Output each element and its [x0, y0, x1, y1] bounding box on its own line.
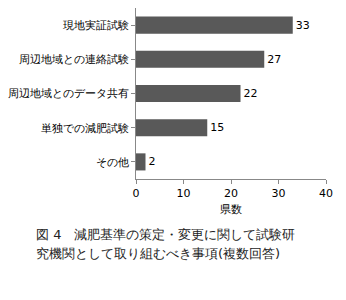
svg-text:2: 2 — [149, 155, 156, 168]
svg-text:周辺地域とのデータ共有: 周辺地域とのデータ共有 — [8, 87, 129, 100]
svg-text:40: 40 — [319, 187, 333, 200]
svg-text:22: 22 — [244, 87, 258, 100]
svg-text:単独での減肥試験: 単独での減肥試験 — [41, 122, 129, 135]
svg-text:27: 27 — [267, 53, 281, 66]
svg-text:現地実証試験: 現地実証試験 — [63, 19, 129, 32]
svg-text:その他: その他 — [96, 156, 129, 169]
svg-text:県数: 県数 — [220, 203, 242, 216]
html-text:図 4 減肥基準の策定・変更に関して試験研究機関として取り組: 図 4 減肥基準の策定・変更に関して試験研究機関として取り組むべき事項(複数回答… — [36, 227, 296, 261]
svg-text:15: 15 — [210, 121, 224, 134]
svg-text:20: 20 — [224, 187, 238, 200]
svg-text:周辺地域との連絡試験: 周辺地域との連絡試験 — [19, 53, 129, 66]
svg-text:10: 10 — [177, 187, 191, 200]
svg-text:0: 0 — [133, 187, 140, 200]
svg-text:33: 33 — [296, 19, 310, 32]
svg-text:30: 30 — [272, 187, 286, 200]
